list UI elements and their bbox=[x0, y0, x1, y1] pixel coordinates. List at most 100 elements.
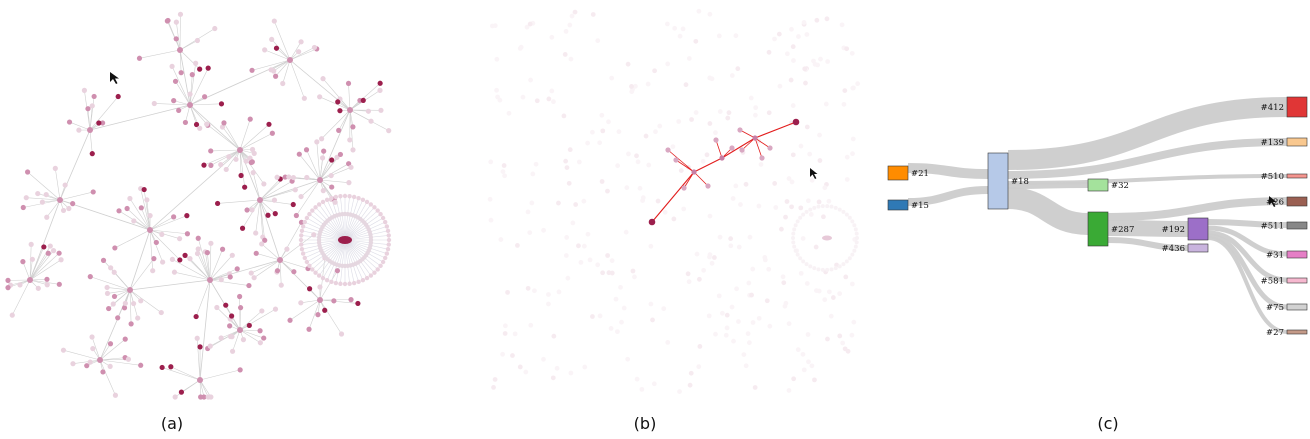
network-node[interactable] bbox=[121, 305, 128, 311]
network-node[interactable] bbox=[81, 87, 88, 93]
faded-node[interactable] bbox=[772, 181, 778, 186]
network-node[interactable] bbox=[242, 184, 248, 190]
network-node[interactable] bbox=[184, 213, 190, 219]
sankey-flow-n192-n75[interactable] bbox=[1207, 233, 1288, 310]
network-node[interactable] bbox=[158, 309, 164, 316]
faded-node[interactable] bbox=[796, 34, 801, 39]
network-hub-node[interactable] bbox=[127, 287, 133, 293]
faded-star-node[interactable] bbox=[792, 227, 797, 232]
faded-node[interactable] bbox=[651, 381, 657, 387]
network-node[interactable] bbox=[115, 93, 121, 100]
faded-node[interactable] bbox=[789, 26, 794, 32]
network-node[interactable] bbox=[301, 95, 307, 101]
sankey-node-n510[interactable] bbox=[1286, 173, 1308, 179]
faded-node[interactable] bbox=[582, 364, 588, 370]
network-node[interactable] bbox=[44, 214, 50, 220]
faded-node[interactable] bbox=[840, 340, 846, 346]
faded-node[interactable] bbox=[502, 173, 507, 179]
star-node[interactable] bbox=[378, 263, 383, 269]
star-node[interactable] bbox=[380, 259, 386, 265]
star-node[interactable] bbox=[324, 197, 330, 203]
faded-node[interactable] bbox=[494, 56, 500, 62]
network-node[interactable] bbox=[198, 394, 204, 400]
network-node[interactable] bbox=[296, 151, 302, 157]
faded-node[interactable] bbox=[565, 275, 571, 281]
network-node[interactable] bbox=[60, 207, 67, 214]
faded-node[interactable] bbox=[502, 323, 508, 329]
network-node[interactable] bbox=[44, 276, 50, 282]
network-node[interactable] bbox=[201, 162, 207, 168]
faded-node[interactable] bbox=[670, 144, 676, 150]
faded-node[interactable] bbox=[678, 168, 684, 174]
sankey-flow-n192-n581[interactable] bbox=[1207, 230, 1288, 283]
network-node[interactable] bbox=[45, 250, 51, 256]
faded-node[interactable] bbox=[700, 158, 706, 164]
network-node[interactable] bbox=[116, 208, 122, 214]
faded-node[interactable] bbox=[589, 129, 595, 135]
faded-node[interactable] bbox=[563, 158, 569, 164]
faded-node[interactable] bbox=[709, 260, 715, 266]
network-node[interactable] bbox=[214, 200, 221, 207]
faded-node[interactable] bbox=[556, 289, 562, 295]
faded-node[interactable] bbox=[648, 301, 654, 307]
faded-node[interactable] bbox=[823, 101, 829, 107]
sankey-node-n18[interactable] bbox=[987, 152, 1009, 210]
faded-node[interactable] bbox=[655, 198, 661, 204]
faded-node[interactable] bbox=[688, 370, 694, 376]
network-node[interactable] bbox=[261, 335, 267, 341]
star-node[interactable] bbox=[386, 237, 392, 243]
faded-node[interactable] bbox=[585, 231, 591, 237]
network-graph-filtered[interactable] bbox=[470, 0, 870, 405]
faded-star-node[interactable] bbox=[850, 252, 855, 257]
faded-node[interactable] bbox=[541, 227, 546, 233]
star-node[interactable] bbox=[329, 279, 334, 285]
star-node[interactable] bbox=[347, 281, 352, 286]
star-node[interactable] bbox=[304, 259, 310, 265]
faded-node[interactable] bbox=[613, 296, 619, 302]
star-node[interactable] bbox=[386, 242, 391, 247]
network-hub-node[interactable] bbox=[57, 197, 63, 203]
faded-node[interactable] bbox=[546, 96, 552, 102]
faded-node[interactable] bbox=[795, 347, 801, 353]
network-hub-node[interactable] bbox=[207, 277, 213, 283]
faded-node[interactable] bbox=[587, 257, 593, 263]
network-node[interactable] bbox=[246, 282, 252, 289]
sankey-flow-n192-n511[interactable] bbox=[1207, 219, 1288, 228]
network-node[interactable] bbox=[262, 237, 268, 243]
network-node[interactable] bbox=[329, 157, 335, 163]
network-node[interactable] bbox=[212, 25, 218, 32]
faded-node[interactable] bbox=[803, 80, 808, 86]
star-node[interactable] bbox=[386, 233, 391, 238]
faded-node[interactable] bbox=[528, 77, 533, 83]
faded-node[interactable] bbox=[851, 319, 857, 325]
network-node[interactable] bbox=[335, 99, 341, 105]
faded-node[interactable] bbox=[817, 158, 823, 163]
network-node[interactable] bbox=[112, 392, 119, 398]
faded-node[interactable] bbox=[733, 33, 739, 39]
network-node[interactable] bbox=[122, 300, 128, 306]
faded-star-node[interactable] bbox=[841, 209, 846, 214]
network-node[interactable] bbox=[125, 356, 131, 362]
faded-node[interactable] bbox=[590, 12, 596, 17]
star-node[interactable] bbox=[307, 211, 312, 217]
network-node[interactable] bbox=[298, 300, 304, 306]
network-node[interactable] bbox=[106, 305, 112, 312]
faded-node[interactable] bbox=[752, 112, 758, 118]
network-node[interactable] bbox=[250, 170, 256, 176]
faded-node[interactable] bbox=[716, 293, 722, 299]
network-node[interactable] bbox=[284, 246, 290, 252]
network-node[interactable] bbox=[136, 55, 143, 61]
faded-node[interactable] bbox=[707, 213, 713, 219]
network-node[interactable] bbox=[107, 363, 113, 369]
faded-node[interactable] bbox=[510, 353, 515, 358]
faded-star-node[interactable] bbox=[798, 215, 803, 220]
faded-node[interactable] bbox=[581, 243, 587, 249]
faded-node[interactable] bbox=[730, 196, 736, 201]
sankey-diagram[interactable]: #21 #15 #18 #32 #287 #192 #436 #412 #139 #510 #26 #… bbox=[860, 0, 1310, 405]
faded-node[interactable] bbox=[804, 32, 810, 37]
faded-node[interactable] bbox=[782, 303, 788, 309]
faded-node[interactable] bbox=[855, 81, 861, 87]
faded-node[interactable] bbox=[680, 26, 686, 32]
network-node[interactable] bbox=[287, 317, 293, 323]
faded-star-node[interactable] bbox=[791, 240, 796, 245]
